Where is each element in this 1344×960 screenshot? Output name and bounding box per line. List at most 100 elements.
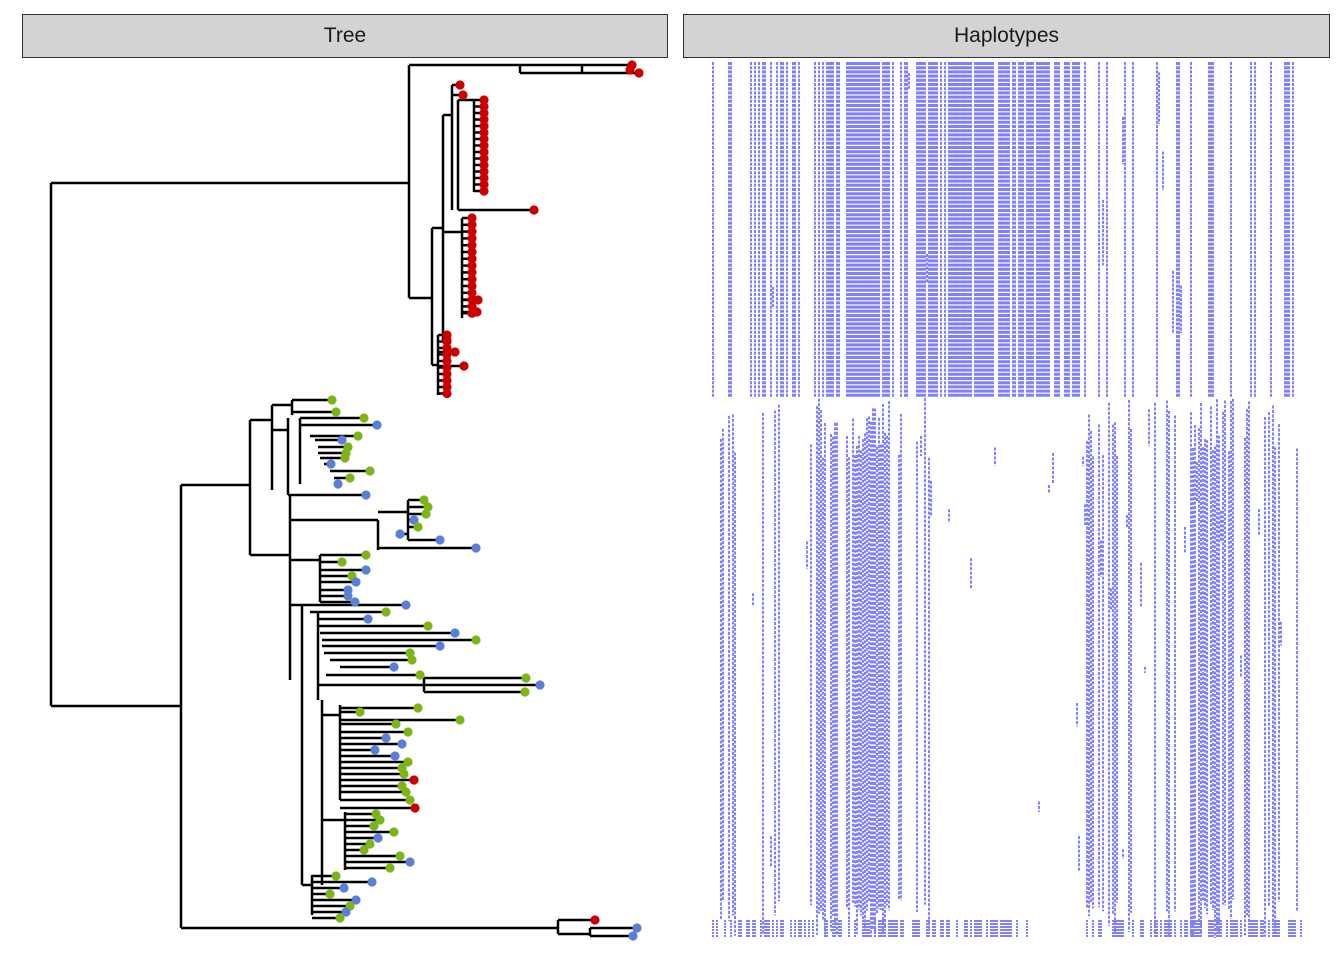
tree-tip: [442, 369, 452, 379]
tree-tip: [467, 281, 477, 291]
tree-tip: [467, 267, 477, 277]
tree-tip: [395, 529, 405, 539]
tree-tip: [479, 95, 489, 105]
haplotype-matrix: [712, 62, 1302, 938]
tree-tip: [401, 600, 411, 610]
tree-tip: [407, 655, 417, 665]
tree-tip: [337, 557, 347, 567]
tree-tip: [479, 101, 489, 112]
tree-tip: [442, 388, 452, 399]
tree-tip: [467, 254, 477, 264]
tree-tip: [361, 550, 371, 560]
tree-tip: [467, 247, 477, 257]
tree-tip: [471, 635, 481, 645]
tree-tip: [455, 80, 465, 90]
tree-tip: [479, 121, 489, 131]
tree-tip: [435, 535, 445, 545]
tree-tip: [467, 220, 477, 230]
tree-tip: [479, 108, 489, 118]
tree-tip: [333, 479, 343, 489]
tree-tip: [479, 127, 489, 138]
tree-tip: [365, 839, 375, 849]
tree-tip: [337, 435, 347, 445]
tree-tip: [634, 68, 644, 78]
tree-tip: [472, 307, 482, 317]
tree-tip: [628, 931, 638, 941]
tree-tip: [535, 680, 545, 690]
tree-tip: [397, 739, 407, 749]
tree-tip: [442, 336, 452, 347]
tree-tip: [413, 703, 423, 713]
tree-tip: [401, 787, 411, 797]
haplotype-columns: [712, 62, 1302, 938]
tree-tip: [423, 502, 433, 512]
tree-tip: [442, 375, 452, 386]
tree-tip: [355, 707, 365, 717]
tree-tip: [335, 913, 345, 923]
tree-tip: [341, 907, 351, 917]
tree-tip: [367, 877, 377, 887]
tree-tip: [419, 495, 429, 505]
tree-tip: [459, 361, 469, 371]
tree-tip: [471, 543, 481, 553]
tree-tip: [331, 871, 341, 881]
tree-tip: [520, 687, 530, 697]
tree-tip: [403, 727, 413, 737]
tree-tip: [442, 330, 452, 340]
tree-tip: [421, 509, 431, 519]
tree-tip: [467, 213, 477, 223]
tree-tip: [343, 591, 353, 601]
tree-tip: [458, 90, 468, 100]
tree-title-label: Tree: [323, 24, 367, 47]
tree-tip: [450, 347, 460, 357]
tree-tip: [442, 349, 452, 360]
tree-tip: [373, 833, 383, 843]
tree-tip: [327, 395, 337, 405]
tree-tip: [399, 769, 409, 779]
tree-tip: [405, 648, 415, 658]
tree-tip: [325, 889, 335, 899]
tree-tip: [442, 362, 452, 373]
tree-panel-title: Tree: [22, 14, 668, 58]
tree-tip: [389, 662, 399, 672]
tree-tip: [467, 240, 477, 250]
tree-tip: [381, 733, 391, 743]
tree-tip: [479, 134, 489, 144]
tree-branches: [49, 63, 639, 938]
tree-tip: [435, 641, 445, 651]
tree-tip: [442, 356, 452, 366]
tree-tip: [350, 597, 360, 607]
tree-tip: [467, 233, 477, 243]
tree-tip: [467, 274, 477, 284]
tree-tip: [413, 522, 423, 532]
tree-tip: [479, 160, 489, 170]
tree-tip: [403, 757, 413, 767]
tree-tip: [353, 431, 363, 441]
tree-tip: [385, 863, 395, 873]
phylogenetic-tree-panel: [22, 60, 668, 948]
tree-tip: [409, 515, 419, 525]
tree-tip: [331, 407, 341, 417]
tree-tip: [479, 179, 489, 190]
tree-tip: [590, 915, 600, 925]
tree-tip: [361, 565, 371, 575]
tree-tip: [340, 453, 350, 463]
tree-tip: [423, 621, 433, 631]
tree-tip: [479, 173, 489, 183]
tree-tip: [450, 628, 460, 638]
tree-tip: [467, 261, 477, 271]
tree-tip: [365, 466, 375, 476]
tree-tip: [473, 295, 483, 305]
tree-tip: [479, 153, 489, 164]
tree-tip: [405, 795, 415, 805]
tree-tip: [369, 821, 379, 831]
tree-tip: [625, 65, 635, 75]
tree-tip: [363, 614, 373, 624]
haplotype-matrix-panel: [683, 60, 1330, 948]
tree-tip: [372, 420, 382, 430]
tree-tip: [395, 851, 405, 861]
haplotypes-panel-title: Haplotypes: [683, 14, 1330, 58]
tree-tip: [339, 883, 349, 893]
tree-tip: [455, 715, 465, 725]
tree-tip: [479, 186, 489, 196]
